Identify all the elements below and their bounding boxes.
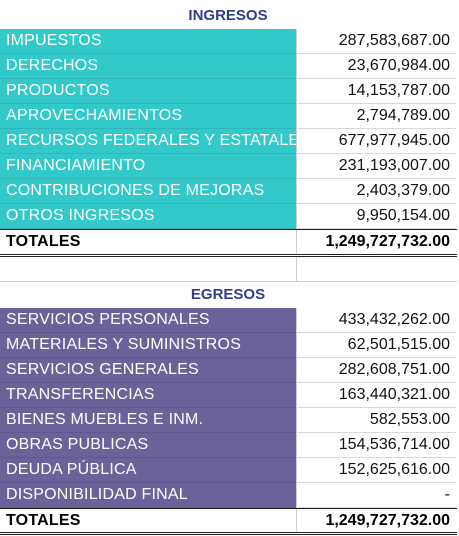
row-label: TRANSFERENCIAS [0,383,296,408]
total-value: 1,249,727,732.00 [296,230,456,254]
table-row: SERVICIOS PERSONALES 433,432,262.00 [0,308,459,333]
row-value: 2,403,379.00 [296,179,456,204]
table-row: IMPUESTOS 287,583,687.00 [0,29,459,54]
row-label: DEUDA PÚBLICA [0,458,296,483]
grid-line [296,257,297,281]
row-label: MATERIALES Y SUMINISTROS [0,333,296,358]
table-row: CONTRIBUCIONES DE MEJORAS 2,403,379.00 [0,179,459,204]
table-row: PRODUCTOS 14,153,787.00 [0,79,459,104]
ingresos-total-row: TOTALES 1,249,727,732.00 [0,230,459,254]
row-value: 152,625,616.00 [296,458,456,483]
egresos-header-row: EGRESOS [0,282,459,307]
row-value: 9,950,154.00 [296,204,456,229]
row-label: APROVECHAMIENTOS [0,104,296,129]
egresos-title: EGRESOS [190,286,266,303]
row-value: 677,977,945.00 [296,129,456,154]
row-value: 23,670,984.00 [296,54,456,79]
row-label: PRODUCTOS [0,79,296,104]
row-label: IMPUESTOS [0,29,296,54]
total-top-border [0,508,457,509]
total-double-border [0,254,457,257]
row-label: FINANCIAMIENTO [0,154,296,179]
table-row: SERVICIOS GENERALES 282,608,751.00 [0,358,459,383]
table-row: DERECHOS 23,670,984.00 [0,54,459,79]
row-label: RECURSOS FEDERALES Y ESTATALES [0,129,296,154]
total-value: 1,249,727,732.00 [296,509,456,533]
table-row: MATERIALES Y SUMINISTROS 62,501,515.00 [0,333,459,358]
total-label: TOTALES [0,509,296,533]
row-value: 433,432,262.00 [296,308,456,333]
row-value: 582,553.00 [296,408,456,433]
egresos-total-row: TOTALES 1,249,727,732.00 [0,509,459,533]
row-label: DERECHOS [0,54,296,79]
row-value: 287,583,687.00 [296,29,456,54]
row-value: 14,153,787.00 [296,79,456,104]
row-label: CONTRIBUCIONES DE MEJORAS [0,179,296,204]
ingresos-header-row: INGRESOS [0,3,459,28]
row-label: OBRAS PUBLICAS [0,433,296,458]
row-label: SERVICIOS GENERALES [0,358,296,383]
row-value: 2,794,789.00 [296,104,456,129]
row-value: - [296,483,456,508]
row-label: SERVICIOS PERSONALES [0,308,296,333]
table-row: OBRAS PUBLICAS 154,536,714.00 [0,433,459,458]
row-label: DISPONIBILIDAD FINAL [0,483,296,508]
row-value: 163,440,321.00 [296,383,456,408]
table-row: DEUDA PÚBLICA 152,625,616.00 [0,458,459,483]
row-value: 282,608,751.00 [296,358,456,383]
table-row: OTROS INGRESOS 9,950,154.00 [0,204,459,229]
row-label: BIENES MUEBLES E INM. [0,408,296,433]
grid-line [0,281,457,282]
total-label: TOTALES [0,230,296,254]
table-row: APROVECHAMIENTOS 2,794,789.00 [0,104,459,129]
table-row: BIENES MUEBLES E INM. 582,553.00 [0,408,459,433]
row-value: 154,536,714.00 [296,433,456,458]
table-row: DISPONIBILIDAD FINAL - [0,483,459,508]
total-top-border [0,229,457,230]
row-value: 62,501,515.00 [296,333,456,358]
table-row: RECURSOS FEDERALES Y ESTATALES 677,977,9… [0,129,459,154]
row-label: OTROS INGRESOS [0,204,296,229]
table-row: TRANSFERENCIAS 163,440,321.00 [0,383,459,408]
row-value: 231,193,007.00 [296,154,456,179]
total-double-border [0,532,457,535]
table-row: FINANCIAMIENTO 231,193,007.00 [0,154,459,179]
ingresos-title: INGRESOS [188,7,268,24]
